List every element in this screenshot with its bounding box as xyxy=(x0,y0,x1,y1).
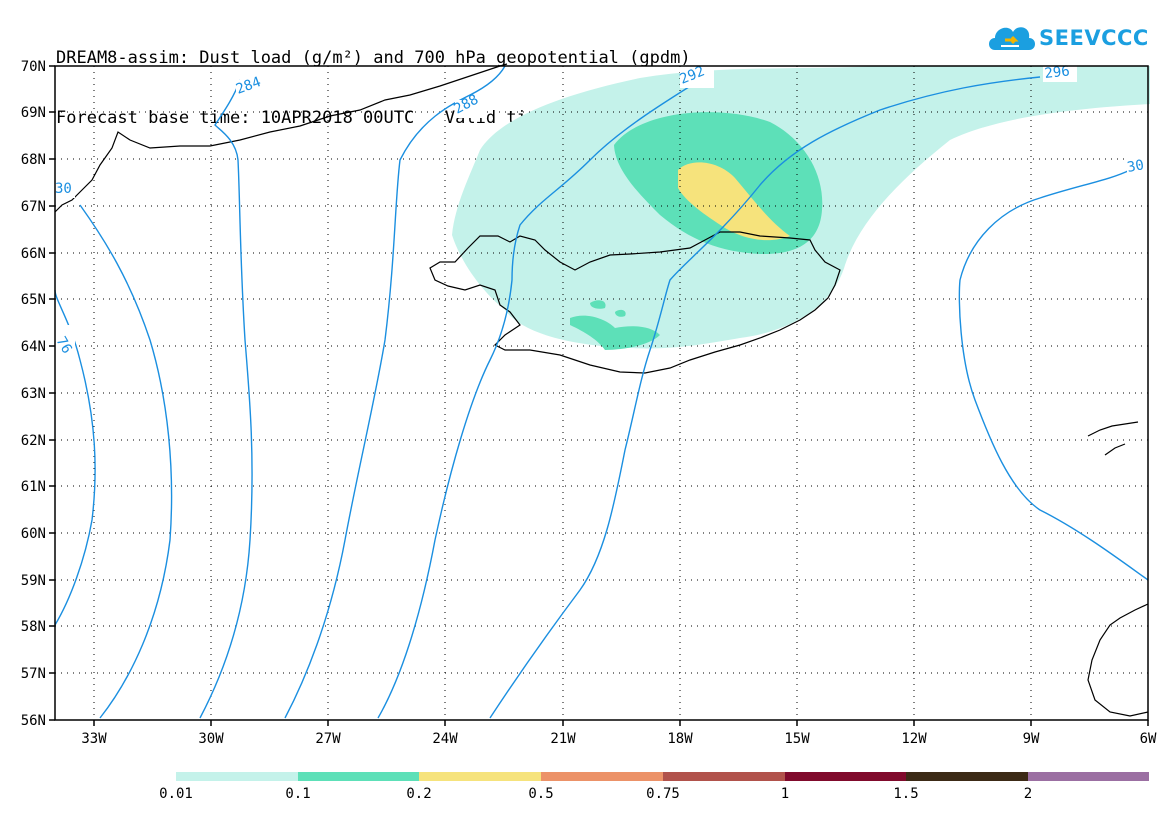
colorbar-tick: 1.5 xyxy=(893,786,918,802)
coastlines xyxy=(54,63,1149,717)
iceland-coast xyxy=(429,231,841,374)
colorbar-swatch xyxy=(663,772,785,781)
lat-label: 70N xyxy=(21,59,46,75)
lon-label: 30W xyxy=(198,731,224,747)
colorbar-swatch xyxy=(176,772,298,781)
lat-label: 65N xyxy=(21,292,46,308)
colorbar: 0.01 0.1 0.2 0.5 0.75 1 1.5 2 xyxy=(159,772,1149,802)
colorbar-tick: 0.2 xyxy=(406,786,431,802)
contour-label-30-west: 30 xyxy=(55,181,72,197)
lon-label: 27W xyxy=(315,731,341,747)
lat-label: 69N xyxy=(21,105,46,121)
contour-label-76: 76 xyxy=(53,334,75,357)
lat-label: 59N xyxy=(21,573,46,589)
colorbar-tick: 2 xyxy=(1024,786,1032,802)
lat-label: 57N xyxy=(21,666,46,682)
contour-label-30-east: 30 xyxy=(1126,157,1145,176)
lat-label: 66N xyxy=(21,246,46,262)
latitude-labels: 70N 69N 68N 67N 66N 65N 64N 63N 62N 61N … xyxy=(21,59,46,729)
lon-label: 15W xyxy=(784,731,810,747)
lon-label: 6W xyxy=(1140,731,1157,747)
lon-label: 12W xyxy=(901,731,927,747)
colorbar-swatch xyxy=(541,772,663,781)
lat-label: 61N xyxy=(21,479,46,495)
lon-label: 33W xyxy=(81,731,107,747)
colorbar-swatch xyxy=(785,772,906,781)
lat-label: 64N xyxy=(21,339,46,355)
longitude-labels: 33W 30W 27W 24W 21W 18W 15W 12W 9W 6W xyxy=(81,731,1157,747)
dust-level-0.1-patch xyxy=(570,300,660,350)
dust-level-0.2 xyxy=(678,162,790,241)
colorbar-tick: 0.75 xyxy=(646,786,680,802)
colorbar-swatch xyxy=(298,772,419,781)
contour-288b xyxy=(377,79,701,719)
ticks xyxy=(49,65,1149,726)
lon-label: 9W xyxy=(1023,731,1040,747)
graticule xyxy=(55,66,1148,720)
contour-288 xyxy=(284,65,506,719)
lon-label: 24W xyxy=(432,731,458,747)
lat-label: 62N xyxy=(21,433,46,449)
colorbar-swatch xyxy=(906,772,1028,781)
contour-296 xyxy=(958,169,1149,581)
contour-label-296: 296 xyxy=(1044,63,1071,82)
lat-label: 56N xyxy=(21,713,46,729)
logo-text: SEEVCCC xyxy=(1039,26,1149,50)
colorbar-tick: 0.5 xyxy=(528,786,553,802)
colorbar-swatch xyxy=(1028,772,1149,781)
colorbar-tick: 0.1 xyxy=(285,786,310,802)
lon-label: 21W xyxy=(550,731,576,747)
contour-276 xyxy=(54,289,96,626)
faroe-coast xyxy=(1087,421,1139,456)
lat-label: 58N xyxy=(21,619,46,635)
contour-280 xyxy=(79,204,173,719)
lat-label: 60N xyxy=(21,526,46,542)
seevccc-logo: SEEVCCC xyxy=(985,18,1148,60)
geopotential-contours xyxy=(54,65,1149,719)
lat-label: 63N xyxy=(21,386,46,402)
colorbar-tick: 0.01 xyxy=(159,786,193,802)
dust-shading xyxy=(452,66,1150,350)
greenland-coast xyxy=(54,63,508,213)
contour-292 xyxy=(489,76,1041,719)
scotland-coast xyxy=(1087,603,1149,717)
lat-label: 67N xyxy=(21,199,46,215)
lon-label: 18W xyxy=(667,731,693,747)
title-line-1: DREAM8-assim: Dust load (g/m²) and 700 h… xyxy=(56,48,691,68)
colorbar-swatch xyxy=(419,772,541,781)
lat-label: 68N xyxy=(21,152,46,168)
contour-284 xyxy=(199,79,253,719)
colorbar-tick: 1 xyxy=(781,786,789,802)
cloud-icon xyxy=(989,27,1035,50)
